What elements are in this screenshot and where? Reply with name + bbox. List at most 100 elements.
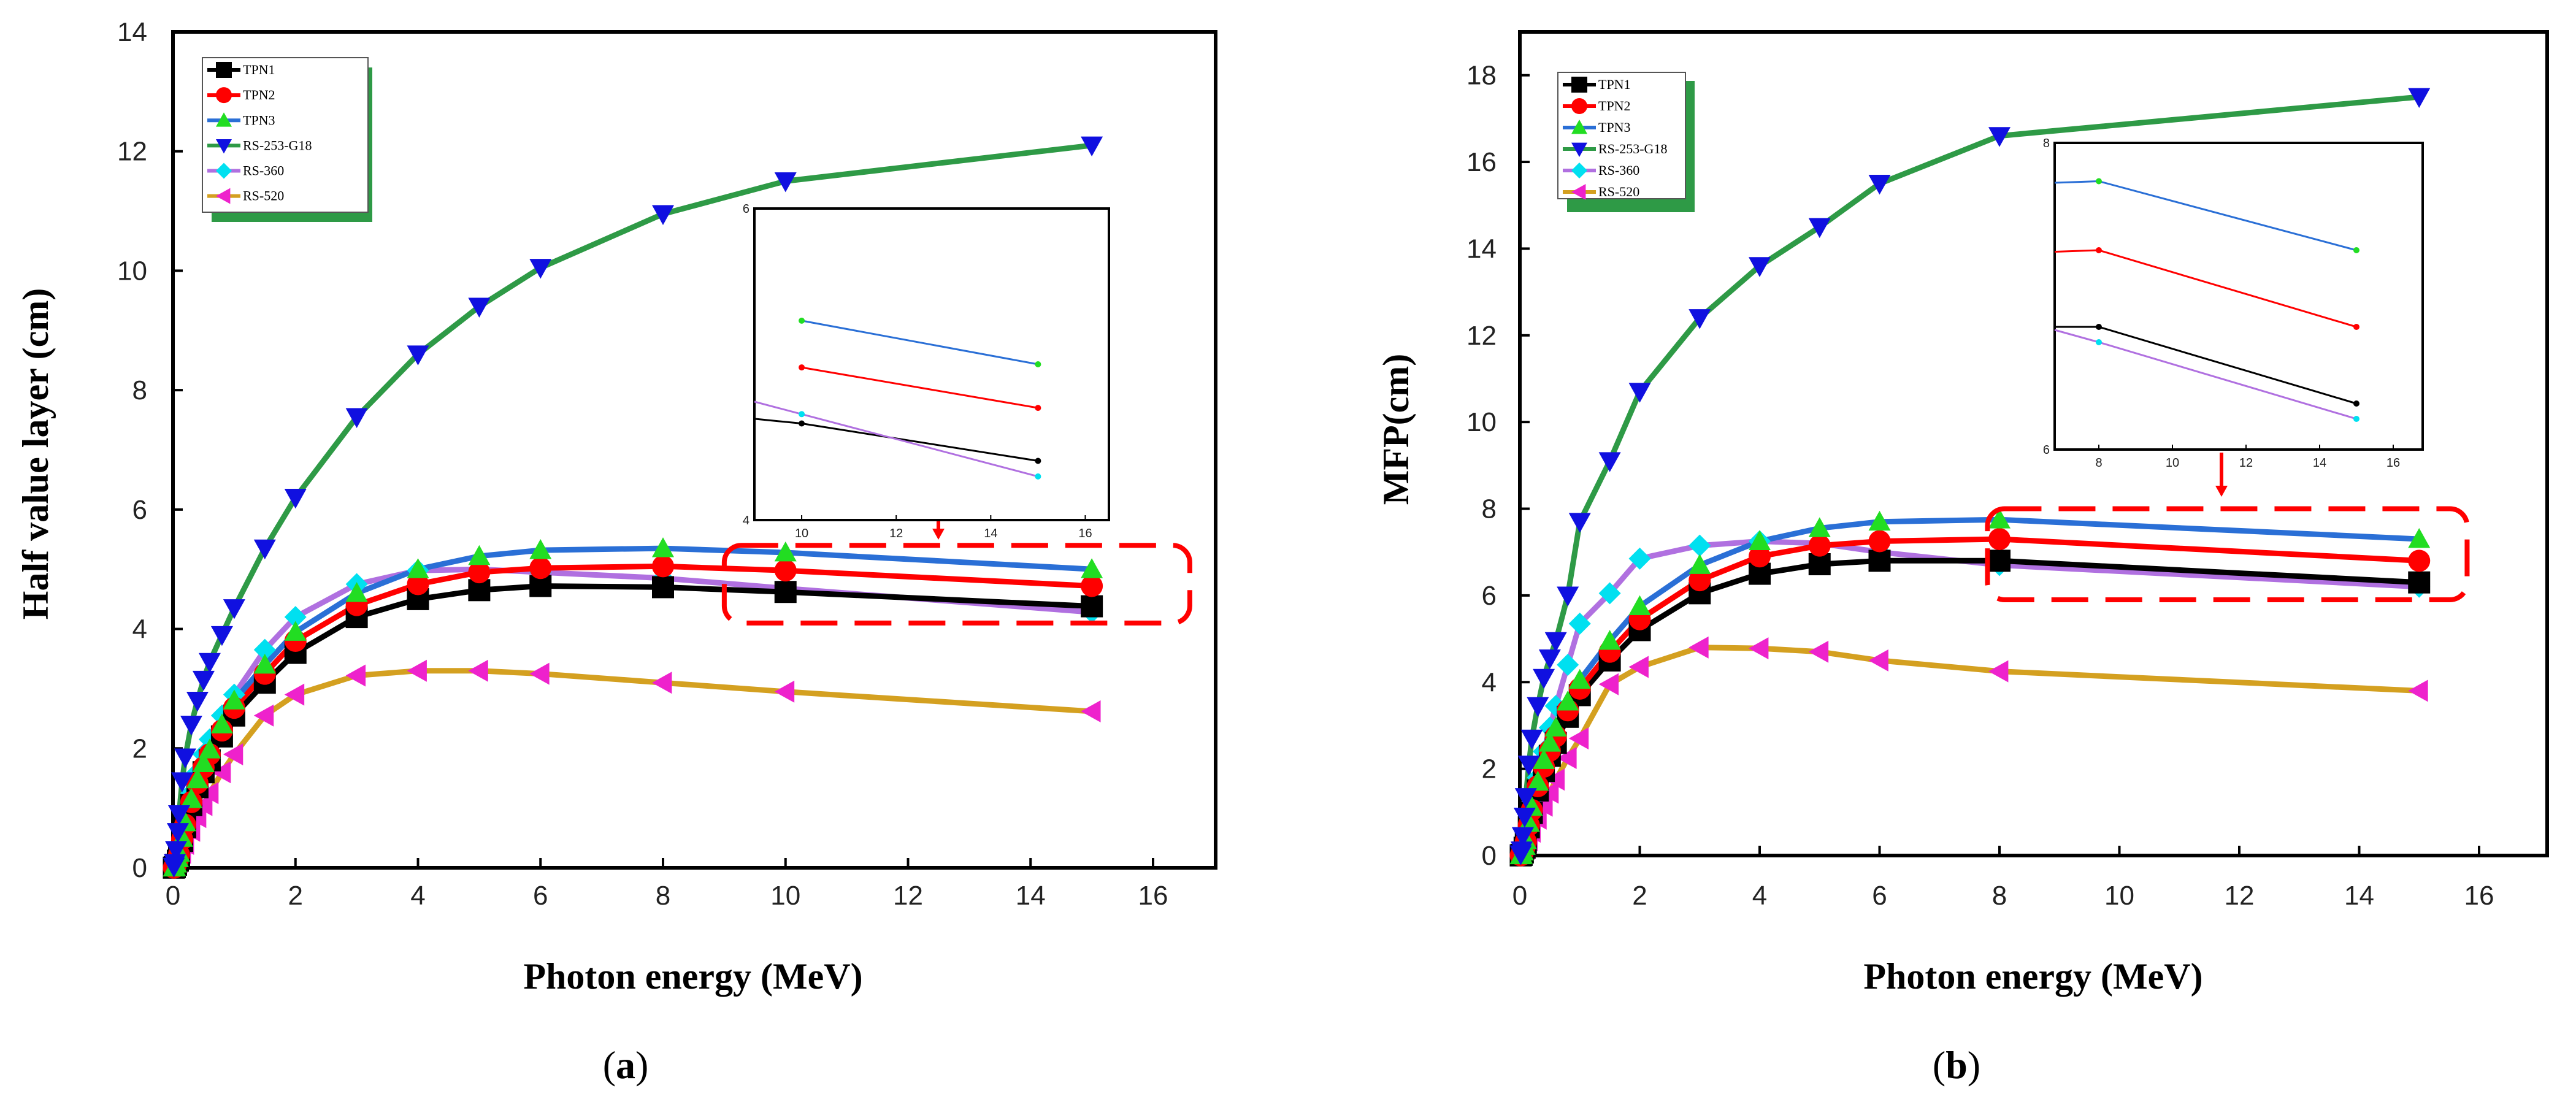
- panel-b-y-tick-label: 0: [1482, 841, 1497, 871]
- panel-b-point-rs-253-g18: [1513, 807, 1536, 828]
- panel-a-point-rs-520: [652, 672, 672, 694]
- panel-b-inset-y-tick-label: 6: [2043, 443, 2050, 457]
- panel-a-point-tpn3: [284, 621, 307, 641]
- panel-b-point-tpn3: [1527, 770, 1549, 791]
- panel-b-point-tpn3: [1598, 630, 1621, 650]
- panel-b-x-tick-label: 6: [1872, 881, 1887, 911]
- panel-a-inset-x-tick-label: 16: [1078, 527, 1092, 540]
- panel-a-markers-tpn1: [163, 575, 1103, 879]
- panel-a-point-rs-520: [407, 659, 427, 682]
- legend-label-tpn3: TPN3: [1598, 120, 1631, 135]
- panel-b-inset-x-tick-label: 8: [2095, 456, 2102, 470]
- panel-a-point-tpn3: [198, 738, 221, 759]
- panel-b-point-rs-253-g18: [1527, 697, 1549, 718]
- panel-b-inset-point-tpn3: [2096, 178, 2102, 185]
- panel-b-point-rs-253-g18: [1868, 174, 1891, 195]
- legend-swatch-marker-tpn3: [1571, 120, 1587, 134]
- panel-a-point-rs-253-g18: [223, 599, 245, 619]
- panel-a-point-rs-253-g18: [186, 692, 209, 712]
- panel-b-line-tpn2: [1519, 536, 2420, 858]
- panel-b-point-rs-253-g18: [1598, 452, 1621, 472]
- panel-b-y-axis-title: MFP(cm): [1376, 354, 1416, 505]
- panel-b-inset-point-tpn3: [2353, 247, 2359, 253]
- panel-a-point-rs-360: [284, 606, 307, 629]
- panel-a-label-letter: a: [616, 1043, 635, 1087]
- legend-swatch-marker-tpn3: [216, 112, 232, 127]
- legend-swatch-marker-rs-253-g18: [1571, 142, 1587, 157]
- panel-a-point-rs-253-g18: [166, 823, 189, 843]
- panel-a-inset-x-tick-label: 14: [984, 527, 997, 540]
- panel-b-markers-rs-253-g18: [1509, 88, 2431, 865]
- panel-a-point-rs-520: [198, 782, 219, 805]
- panel-b-inset-segment-tpn2: [2054, 249, 2099, 253]
- panel-b-point-rs-360: [1598, 582, 1621, 605]
- panel-a-label-close: ): [635, 1043, 648, 1087]
- panel-a-inset-point-rs-360: [1035, 473, 1041, 480]
- panel-b-point-rs-520: [1568, 727, 1589, 750]
- panel-b-point-rs-253-g18: [1689, 309, 1711, 329]
- panel-a-inset-segment-tpn1: [754, 418, 802, 425]
- panel-b-inset-y-tick-label: 8: [2043, 137, 2050, 150]
- panel-a-point-rs-253-g18: [164, 841, 187, 861]
- panel-b-x-tick-label: 2: [1632, 881, 1647, 911]
- panel-a-line-tpn1: [172, 583, 1092, 870]
- panel-a-inset-segment-rs-360: [754, 400, 802, 415]
- panel-b-point-rs-253-g18: [1520, 729, 1543, 750]
- panel-a-point-rs-253-g18: [210, 626, 233, 646]
- panel-b-line-rs-360: [1519, 538, 2420, 858]
- panel-a-x-tick-label: 14: [1016, 881, 1046, 911]
- panel-a-x-tick-label: 0: [166, 881, 180, 911]
- panel-b-inset-line-tpn2: [2098, 249, 2357, 328]
- legend-label-tpn1: TPN1: [243, 62, 275, 77]
- panel-a-legend-box: [202, 57, 369, 213]
- panel-a-point-tpn3: [345, 582, 368, 602]
- panel-b-inset-point-tpn1: [2096, 324, 2102, 330]
- panel-a-plot: 0 2 4 6 8 10 12 14 16 0 2 4 6 8 10 12 14 TPN1 TPN2 TPN3 RS-2…: [117, 17, 1192, 911]
- legend-label-rs-253-g18: RS-253-G18: [243, 137, 312, 153]
- panel-b-x-tick-label: 14: [2344, 881, 2374, 911]
- panel-a-y-tick-label: 10: [117, 256, 147, 286]
- panel-a-inset-x-tick-label: 12: [889, 527, 903, 540]
- panel-b-point-rs-520: [1749, 637, 1769, 660]
- panel-b-point-tpn3: [1689, 554, 1711, 574]
- panel-b-point-tpn3: [1568, 668, 1591, 689]
- panel-a-x-axis-title: Photon energy (MeV): [523, 956, 862, 997]
- panel-b-y-tick-label: 12: [1466, 321, 1497, 351]
- panel-b-inset-point-tpn2: [2096, 247, 2102, 253]
- panel-b-inset-point-tpn2: [2353, 324, 2359, 330]
- panel-b-point-tpn2: [1988, 528, 2011, 551]
- panel-a-point-tpn3: [652, 537, 674, 557]
- panel-a-point-tpn3: [407, 558, 429, 578]
- panel-a-point-tpn3: [468, 545, 491, 565]
- panel-b-point-rs-253-g18: [1808, 218, 1831, 239]
- legend-label-rs-520: RS-520: [1598, 184, 1639, 199]
- panel-b-y-tick-label: 2: [1482, 754, 1497, 784]
- panel-b-line-tpn3: [1519, 516, 2420, 858]
- legend-swatch-marker-rs-520: [1571, 184, 1586, 200]
- panel-b-y-tick-label: 14: [1466, 234, 1497, 264]
- panel-a-x-tick-label: 4: [410, 881, 425, 911]
- panel-b-markers-tpn1: [1509, 550, 2431, 867]
- panel-b-point-rs-360: [1689, 534, 1711, 557]
- panel-a-x-tick-label: 6: [533, 881, 548, 911]
- panel-b-point-rs-253-g18: [1511, 827, 1534, 848]
- panel-b-point-tpn3: [1749, 530, 1771, 550]
- panel-b-y-tick-label: 10: [1466, 407, 1497, 437]
- panel-a-point-rs-253-g18: [468, 297, 491, 318]
- panel-b-point-tpn2: [1808, 534, 1831, 557]
- panel-a-y-tick-label: 8: [132, 375, 147, 405]
- panel-b-point-rs-520: [1628, 656, 1649, 678]
- panel-a-inset-point-tpn1: [1035, 458, 1041, 464]
- panel-b-point-tpn1: [1988, 550, 2011, 572]
- legend-label-tpn3: TPN3: [243, 112, 275, 128]
- panel-a-point-tpn3: [529, 539, 552, 559]
- panel-a-point-tpn3: [210, 713, 233, 733]
- panel-a-point-rs-520: [210, 761, 231, 784]
- panel-a-markers-rs-520: [163, 659, 1101, 879]
- panel-b-point-rs-253-g18: [1749, 257, 1771, 277]
- panel-a-point-rs-253-g18: [284, 488, 307, 509]
- panel-b-point-tpn3: [1538, 732, 1561, 752]
- legend-label-tpn2: TPN2: [243, 87, 275, 102]
- panel-b-plot: 0 2 4 6 8 10 12 14 16 0 2 4 6 8 10 12 14 16 18 TPN1 TPN2 TPN3…: [1466, 61, 2494, 911]
- panel-a-point-tpn1: [1081, 595, 1103, 618]
